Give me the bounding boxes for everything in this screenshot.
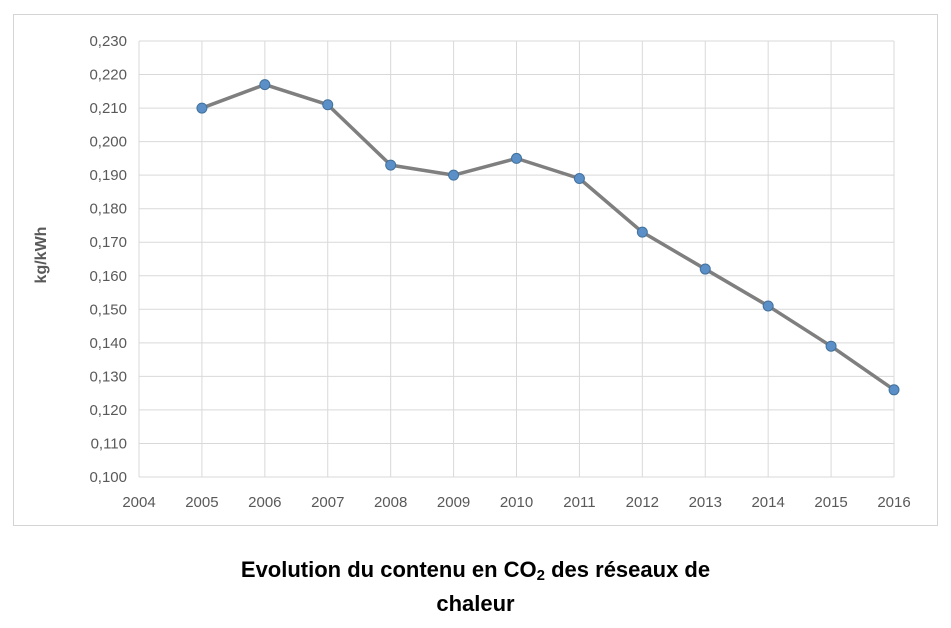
y-tick-label: 0,210 [89,100,127,117]
series-line [201,82,895,392]
series-kg-kwh [196,79,900,396]
y-tick-label: 0,170 [89,234,127,251]
y-tick-label: 0,230 [89,33,127,50]
caption-subscript: 2 [536,567,545,584]
chart-caption: Evolution du contenu en CO2 des réseaux … [0,553,951,621]
data-point [699,263,711,275]
x-tick-label: 2016 [877,494,910,511]
x-tick-label: 2013 [689,494,722,511]
data-point [511,152,522,164]
y-tick-label: 0,180 [89,201,127,218]
y-tick-labels: 0,100 0,110 0,120 0,130 0,140 0,150 0,160 0,170… [89,33,127,486]
chart-frame: 0,100 0,110 0,120 0,130 0,140 0,150 0,160 0,170… [13,14,938,526]
x-tick-label: 2009 [437,494,470,511]
x-tick-label: 2007 [311,494,344,511]
x-tick-label: 2010 [500,494,533,511]
data-point [385,159,397,171]
x-tick-labels: 2004 2005 2006 2007 2008 2009 2010 2011 2012 2013… [122,494,910,511]
data-point [448,169,460,181]
caption-text-end: des réseaux de [545,557,711,582]
data-point [573,173,585,185]
y-tick-label: 0,160 [89,268,127,285]
data-point [825,340,837,352]
caption-text: Evolution du contenu en CO [240,557,537,582]
y-axis-label: kg/kWh [33,227,50,284]
data-point [888,384,900,396]
x-tick-label: 2004 [122,494,155,511]
x-tick-label: 2012 [626,494,659,511]
y-tick-label: 0,220 [89,67,127,84]
data-point [259,79,271,91]
x-tick-label: 2005 [185,494,218,511]
y-tick-label: 0,130 [89,368,127,385]
y-tick-label: 0,200 [89,134,127,151]
x-tick-label: 2006 [248,494,281,511]
data-point [322,99,334,111]
y-tick-label: 0,100 [89,469,127,486]
data-point [762,300,774,312]
y-tick-label: 0,120 [89,402,127,419]
grid-lines [138,40,895,478]
x-tick-label: 2008 [374,494,407,511]
x-tick-label: 2015 [814,494,847,511]
data-point [636,226,648,238]
y-tick-label: 0,110 [91,435,127,452]
caption-line-2: chaleur [436,591,515,616]
y-tick-label: 0,150 [89,301,127,318]
y-tick-label: 0,140 [89,335,127,352]
line-chart: 0,100 0,110 0,120 0,130 0,140 0,150 0,160 0,170… [33,33,911,511]
x-tick-label: 2014 [751,494,784,511]
x-tick-label: 2011 [563,494,595,511]
data-point [196,102,208,114]
y-tick-label: 0,190 [89,167,127,184]
